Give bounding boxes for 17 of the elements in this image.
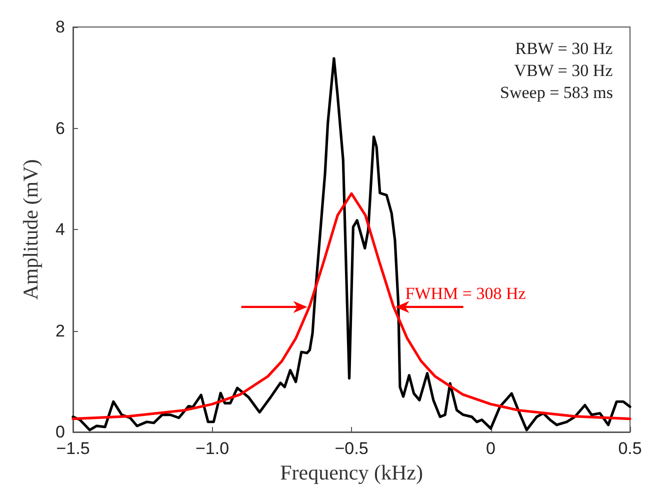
y-tick-label: 6 — [56, 118, 65, 138]
annotation: VBW = 30 Hz — [514, 61, 614, 80]
y-axis-title: Amplitude (mV) — [18, 159, 42, 300]
y-tick-label: 2 — [56, 321, 65, 340]
x-tick-label: 0.5 — [618, 439, 642, 458]
y-tick-label: 8 — [56, 18, 65, 36]
x-tick-label: −1.0 — [195, 439, 230, 458]
annotation: FWHM = 308 Hz — [405, 284, 526, 303]
x-tick-label: −0.5 — [334, 439, 368, 458]
annotation: RBW = 30 Hz — [515, 39, 614, 58]
x-tick-label: −1.5 — [56, 439, 90, 458]
y-tick-label: 0 — [56, 422, 65, 442]
y-tick-label: 4 — [56, 220, 65, 239]
x-axis-title: Frequency (kHz) — [280, 460, 423, 484]
line-series — [72, 192, 632, 420]
x-tick-label: 0 — [486, 439, 496, 458]
annotation: Sweep = 583 ms — [500, 83, 613, 102]
